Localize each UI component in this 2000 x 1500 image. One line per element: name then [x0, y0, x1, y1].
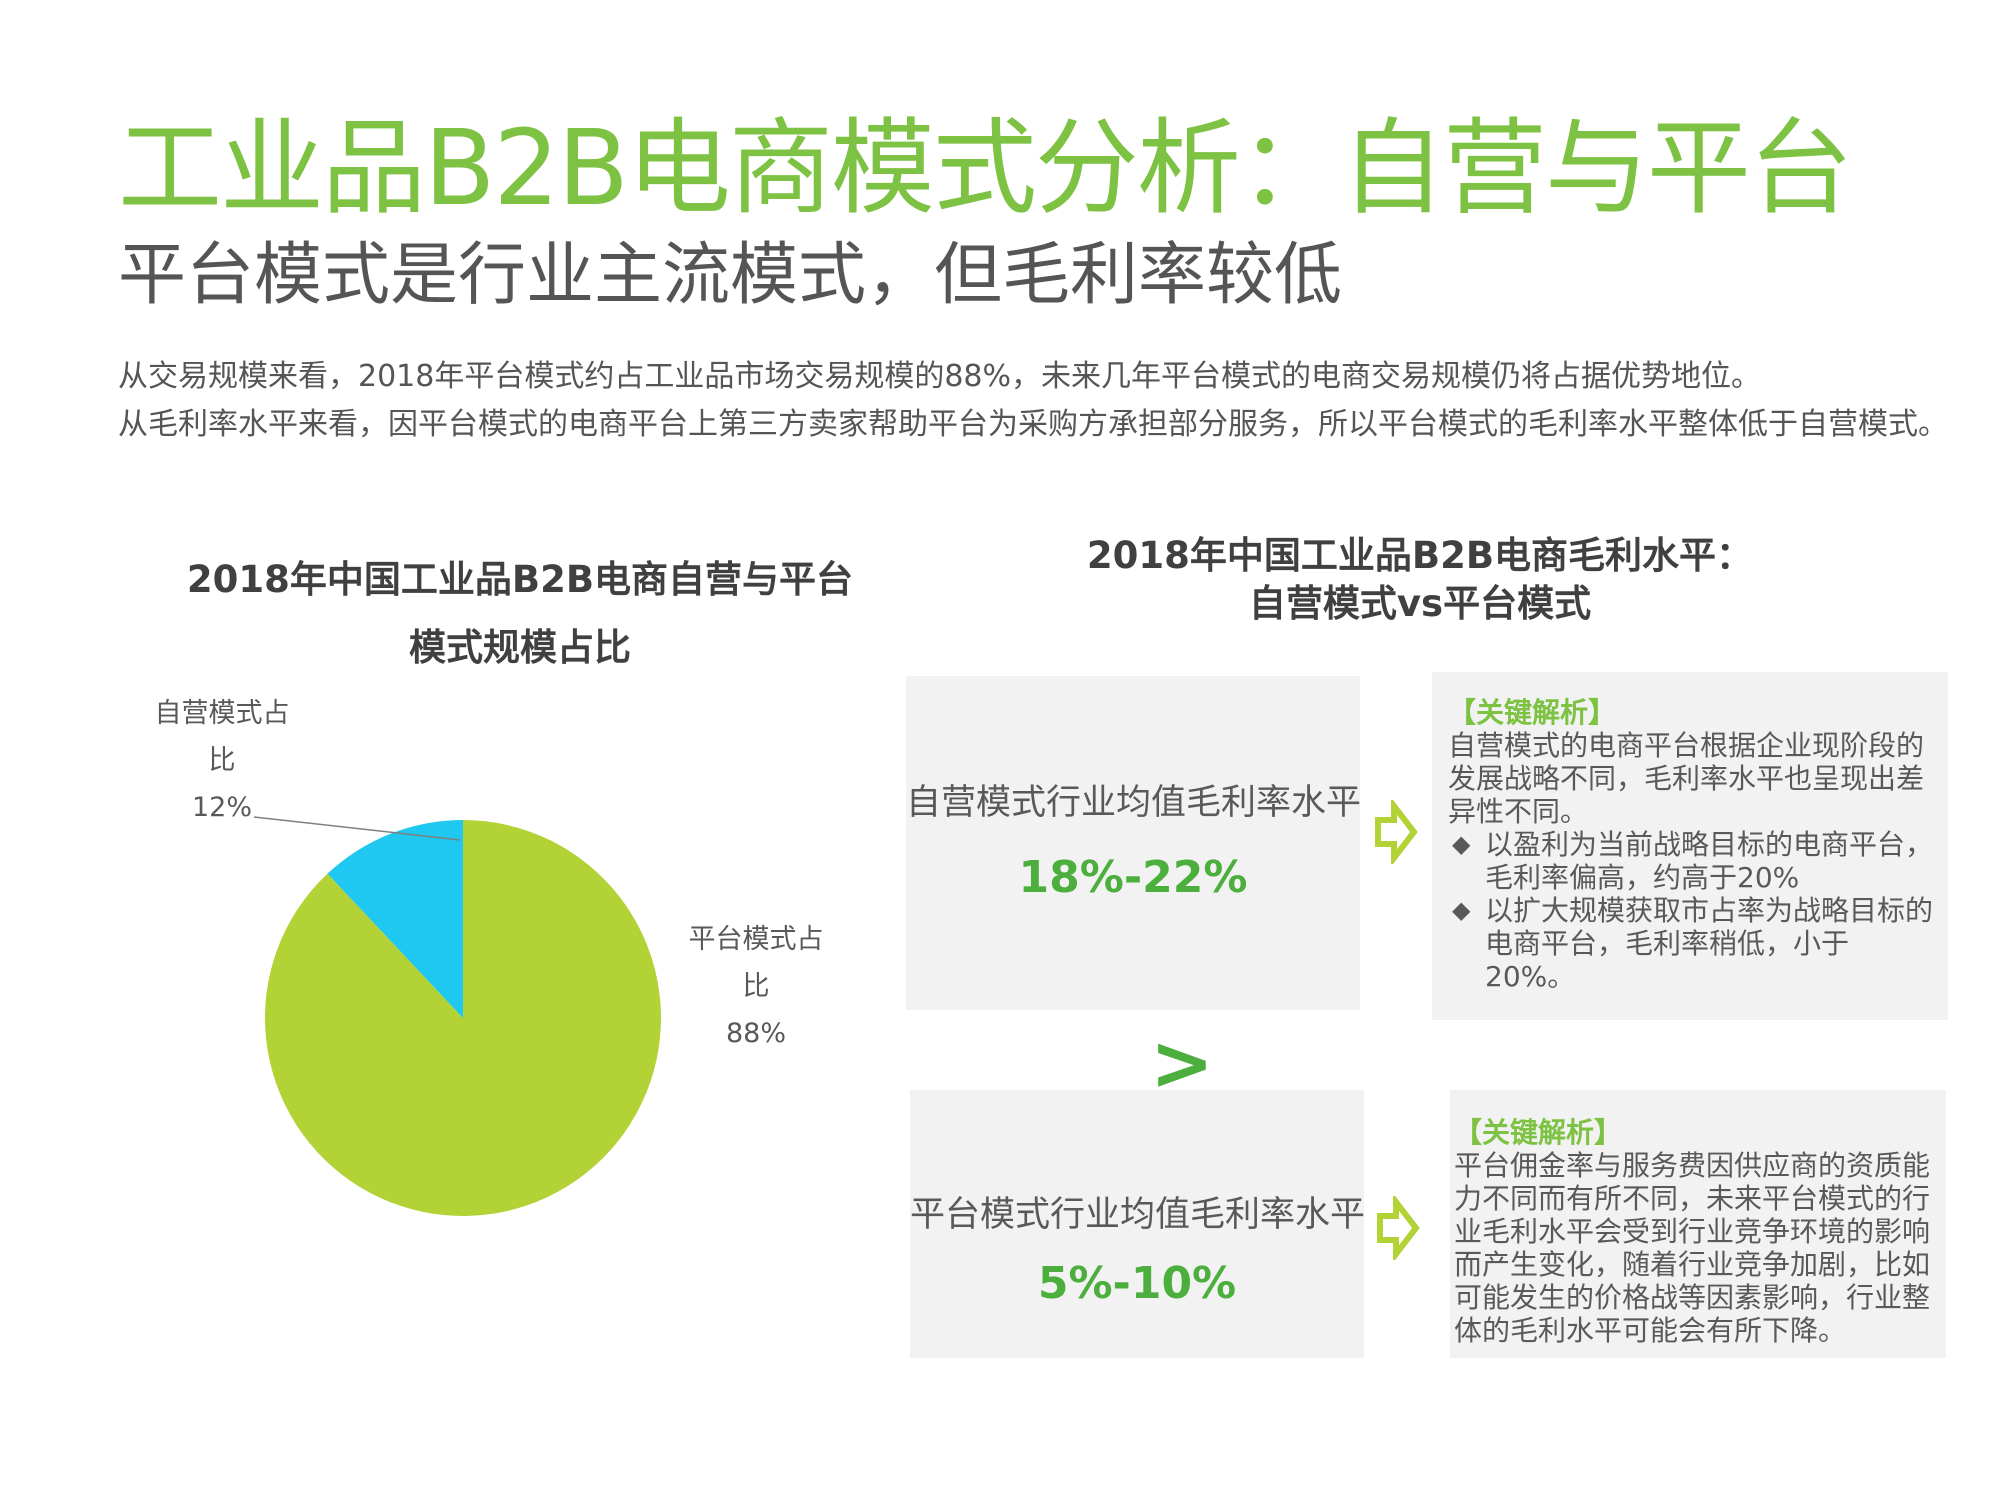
comparison-title: 2018年中国工业品B2B电商毛利水平： 自营模式vs平台模式	[1000, 532, 1840, 628]
self-note-box	[1432, 672, 1948, 1020]
hollow-right-arrow-icon	[1377, 1196, 1420, 1260]
self-note: 【关键解析】 自营模式的电商平台根据企业现阶段的发展战略不同，毛利率水平也呈现出…	[1448, 696, 1938, 993]
pie-label-platform: 平台模式占 比 88%	[666, 916, 846, 1057]
platform-note: 【关键解析】 平台佣金率与服务费因供应商的资质能力不同而有所不同，未来平台模式的…	[1454, 1116, 1934, 1347]
pie-chart	[253, 816, 661, 1216]
diamond-bullet-icon: ◆	[1452, 830, 1471, 858]
pie-label-self-line1: 自营模式占	[154, 698, 290, 729]
intro-line-1: 从交易规模来看，2018年平台模式约占工业品市场交易规模的88%，未来几年平台模…	[118, 359, 1762, 394]
list-item: ◆ 以盈利为当前战略目标的电商平台，毛利率偏高，约高于20%	[1448, 828, 1938, 894]
self-label-leader-line	[253, 816, 461, 841]
pie-label-platform-line2: 比	[742, 971, 770, 1002]
self-metric-value: 18%-22%	[1018, 852, 1248, 903]
diamond-bullet-icon: ◆	[1452, 896, 1471, 924]
comparison-title-line2: 自营模式vs平台模式	[1248, 582, 1592, 625]
list-item: ◆ 以扩大规模获取市占率为战略目标的电商平台，毛利率稍低，小于20%。	[1448, 894, 1938, 993]
page-title: 工业品B2B电商模式分析：自营与平台	[118, 107, 1853, 229]
self-note-heading: 【关键解析】	[1448, 696, 1617, 729]
platform-metric-label: 平台模式行业均值毛利率水平	[910, 1195, 1366, 1235]
self-note-bullets: ◆ 以盈利为当前战略目标的电商平台，毛利率偏高，约高于20% ◆ 以扩大规模获取…	[1448, 828, 1938, 993]
pie-label-self: 自营模式占 比 12%	[132, 690, 312, 831]
comparison-title-line1: 2018年中国工业品B2B电商毛利水平：	[1086, 534, 1754, 577]
page-subtitle: 平台模式是行业主流模式，但毛利率较低	[118, 236, 1343, 315]
intro-line-2: 从毛利率水平来看，因平台模式的电商平台上第三方卖家帮助平台为采购方承担部分服务，…	[118, 407, 1948, 442]
pie-chart-title: 2018年中国工业品B2B电商自营与平台模式规模占比	[186, 558, 854, 669]
pie-label-self-line2: 比	[208, 745, 236, 776]
hollow-right-arrow-icon	[1375, 800, 1418, 864]
self-metric-label: 自营模式行业均值毛利率水平	[906, 783, 1362, 823]
pie-slice-self	[327, 820, 463, 1018]
self-note-bullet-1: 以盈利为当前战略目标的电商平台，毛利率偏高，约高于20%	[1485, 828, 1934, 894]
intro-paragraph: 从交易规模来看，2018年平台模式约占工业品市场交易规模的88%，未来几年平台模…	[118, 353, 1978, 449]
pie-label-platform-value: 88%	[725, 1018, 786, 1049]
platform-note-box	[1450, 1090, 1946, 1358]
self-note-bullet-2: 以扩大规模获取市占率为战略目标的电商平台，毛利率稍低，小于20%。	[1485, 894, 1934, 993]
pie-slice-platform	[265, 820, 661, 1216]
pie-label-self-value: 12%	[191, 792, 252, 823]
pie-label-platform-line1: 平台模式占	[688, 924, 824, 955]
platform-metric-box	[910, 1090, 1364, 1358]
platform-metric-value: 5%-10%	[1037, 1258, 1237, 1309]
platform-note-text: 平台佣金率与服务费因供应商的资质能力不同而有所不同，未来平台模式的行业毛利水平会…	[1454, 1149, 1931, 1347]
platform-note-heading: 【关键解析】	[1454, 1116, 1623, 1149]
self-metric-box	[906, 676, 1360, 1010]
self-note-text: 自营模式的电商平台根据企业现阶段的发展战略不同，毛利率水平也呈现出差异性不同。	[1448, 729, 1925, 828]
